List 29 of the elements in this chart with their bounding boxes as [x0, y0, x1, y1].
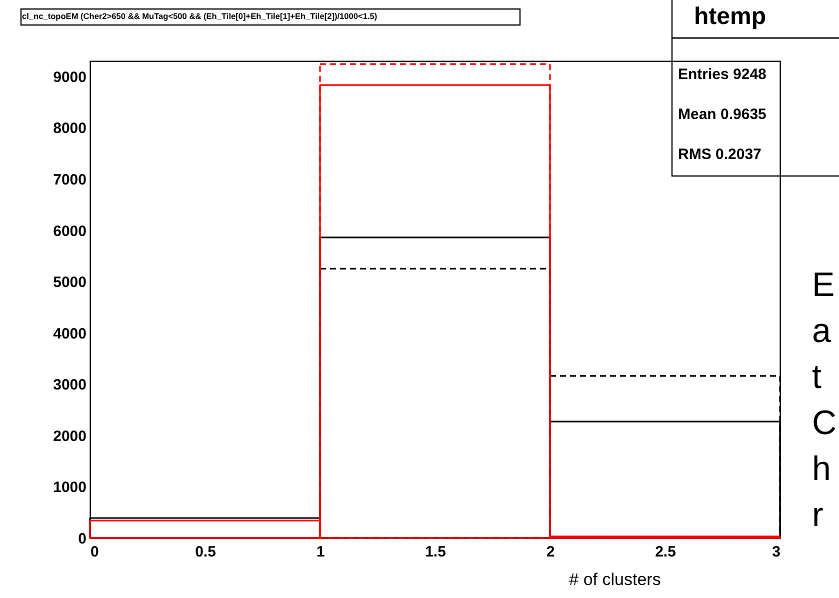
text: h — [812, 450, 831, 488]
x-tick-label: 1.5 — [425, 544, 446, 560]
text: htemp — [694, 3, 766, 30]
y-tick-label: 6000 — [53, 222, 86, 240]
y-tick-label: 1000 — [53, 479, 86, 496]
annotation: RMS 0.2037 — [678, 146, 762, 163]
text: r — [812, 496, 824, 534]
text: E — [812, 266, 835, 304]
annotation: Mean 0.9635 — [678, 106, 766, 123]
y-tick-label: 4000 — [53, 325, 86, 342]
x-tick-label: 3 — [772, 544, 780, 560]
y-tick-label: 5000 — [53, 274, 86, 292]
x-tick-label: 2 — [546, 544, 555, 560]
x-tick-label: 0.5 — [195, 544, 216, 560]
y-tick-label: 3000 — [53, 376, 86, 394]
x-tick-label: 2.5 — [655, 544, 676, 560]
x-axis-title: # of clusters — [569, 570, 661, 589]
y-tick-label: 0 — [78, 530, 86, 548]
y-tick-label: 9000 — [53, 68, 86, 86]
chart-title: cl_nc_topoEM (Cher2>650 && MuTag<500 && (Eh_Tile[0]+Eh_Tile[1]+Eh_Tile[2])/1000<1.5) — [22, 11, 378, 21]
x-tick-label: 1 — [316, 544, 325, 560]
y-tick-label: 8000 — [53, 120, 86, 138]
text: C — [812, 404, 837, 442]
x-tick-label: 0 — [90, 544, 99, 560]
text: a — [812, 312, 831, 350]
text: t — [812, 358, 822, 396]
y-tick-label: 7000 — [53, 171, 86, 188]
annotation: Entries 9248 — [678, 66, 766, 83]
y-tick-label: 2000 — [53, 428, 86, 445]
